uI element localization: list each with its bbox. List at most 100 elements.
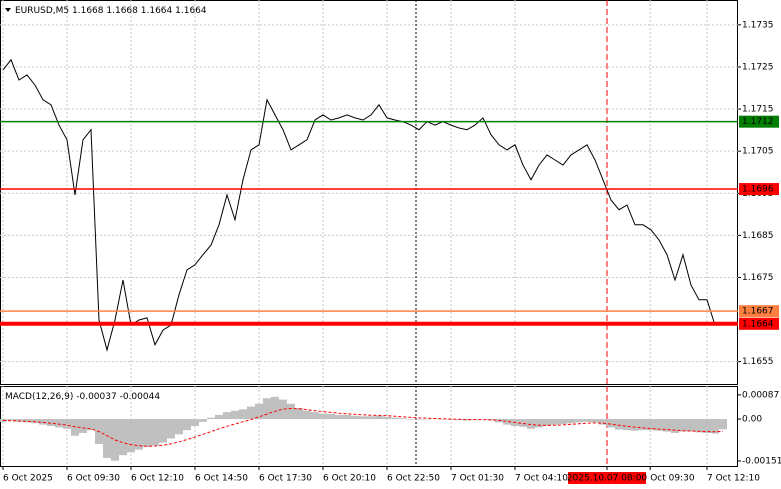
price-line <box>2 58 724 352</box>
y-tick-label: 1.1715 <box>742 105 774 115</box>
ohlc-value: 1.1664 <box>141 6 173 16</box>
histogram-bar <box>535 419 543 428</box>
y-tick-label: 1.1675 <box>742 273 774 283</box>
histogram-bar <box>607 419 615 428</box>
histogram-bar <box>407 419 415 420</box>
histogram-bar <box>591 419 599 423</box>
symbol: EURUSD,M5 <box>15 6 69 16</box>
histogram-bar <box>623 419 631 431</box>
histogram-bar <box>655 419 663 431</box>
histogram-bar <box>703 419 711 433</box>
histogram-bar <box>151 419 159 446</box>
histogram-bar <box>647 419 655 431</box>
histogram-bar <box>663 419 671 432</box>
histogram-bar <box>527 419 535 429</box>
histogram-bar <box>479 419 487 420</box>
histogram-bar <box>47 419 55 426</box>
histogram-bar <box>583 419 591 422</box>
price-panel <box>0 0 738 385</box>
histogram-bar <box>143 419 151 447</box>
menu-arrow <box>5 8 11 12</box>
histogram-bar <box>63 419 71 429</box>
level-label-bg <box>739 183 779 196</box>
macd-label: MACD(12,26,9) <box>5 392 73 402</box>
histogram-bar <box>295 407 303 420</box>
x-tick-label: 6 Oct 09:30 <box>67 474 120 484</box>
level-label-bg <box>739 317 779 330</box>
histogram-bar <box>159 419 167 443</box>
histogram-bar <box>127 419 135 453</box>
histogram-bar <box>615 419 623 430</box>
histogram-bar <box>175 419 183 435</box>
histogram-bar <box>543 419 551 426</box>
level-label: 1.1696 <box>742 185 774 195</box>
x-tick-label: 6 Oct 14:50 <box>195 474 248 484</box>
x-tick-highlight <box>568 472 646 484</box>
histogram-bar <box>351 415 359 420</box>
ohlc-value: 1.1668 <box>72 6 104 16</box>
histogram-bar <box>39 419 47 425</box>
histogram-bar <box>71 419 79 436</box>
signal-line <box>2 407 724 447</box>
x-tick-label: 6 Oct 17:30 <box>259 474 312 484</box>
ohlc-value: 1.1664 <box>175 6 207 16</box>
histogram-bar <box>415 419 423 420</box>
histogram-bar <box>631 419 639 431</box>
histogram-bar <box>303 410 311 420</box>
histogram-bar <box>503 419 511 425</box>
histogram-bar <box>439 419 447 420</box>
histogram-bar <box>79 419 87 433</box>
x-tick-label: 7 Oct 01:30 <box>451 474 504 484</box>
x-tick-label: 2025.10.07 08:00 <box>567 474 648 484</box>
x-tick-label: Oct 09:30 <box>650 474 695 484</box>
histogram-bar <box>255 403 263 420</box>
histogram-bar <box>671 419 679 433</box>
level-label-bg <box>739 115 779 128</box>
x-tick-label: 6 Oct 20:10 <box>323 474 376 484</box>
histogram-bar <box>423 419 431 420</box>
histogram-bar <box>239 409 247 420</box>
histogram-bar <box>391 417 399 420</box>
histogram-bar <box>359 416 367 420</box>
histogram-bar <box>199 419 207 422</box>
histogram-bar <box>135 419 143 450</box>
macd-panel <box>0 386 738 467</box>
histogram-bar <box>191 419 199 426</box>
histogram-bar <box>551 419 559 425</box>
histogram-bar <box>55 419 63 428</box>
x-tick-label: 6 Oct 2025 <box>3 474 53 484</box>
y-tick-label: 0.00087 <box>742 390 779 400</box>
level-label: 1.1712 <box>742 117 774 127</box>
histogram-bar <box>263 398 271 420</box>
histogram-bar <box>31 419 39 424</box>
histogram-bar <box>639 419 647 431</box>
histogram-bar <box>519 419 527 427</box>
y-tick-label: 1.1705 <box>742 147 774 157</box>
macd-header: MACD(12,26,9) -0.00037 -0.00044 <box>5 392 160 402</box>
histogram-bar <box>559 419 567 425</box>
histogram-bar <box>207 417 215 420</box>
histogram-bar <box>695 419 703 433</box>
histogram-bar <box>599 419 607 425</box>
histogram-bar <box>7 419 15 421</box>
histogram-bar <box>687 419 695 432</box>
histogram-bar <box>167 419 175 439</box>
level-label: 1.1664 <box>742 319 774 329</box>
histogram-bar <box>103 419 111 458</box>
ohlc-value: 1.1668 <box>106 6 138 16</box>
histogram-bar <box>87 419 95 431</box>
y-tick-label: -0.00151 <box>742 457 781 467</box>
histogram-bar <box>367 416 375 420</box>
x-tick-label: 6 Oct 12:10 <box>131 474 184 484</box>
histogram-bar <box>183 419 191 431</box>
macd-main-value: -0.00037 <box>76 392 116 402</box>
histogram-bar <box>575 419 583 423</box>
histogram-bar <box>711 419 719 434</box>
histogram-bar <box>231 410 239 420</box>
x-tick-label: 7 Oct 12:10 <box>707 474 760 484</box>
x-tick-label: 6 Oct 22:50 <box>387 474 440 484</box>
histogram-bar <box>271 396 279 420</box>
histogram-bar <box>15 419 23 422</box>
x-tick-label: 7 Oct 04:10 <box>515 474 568 484</box>
